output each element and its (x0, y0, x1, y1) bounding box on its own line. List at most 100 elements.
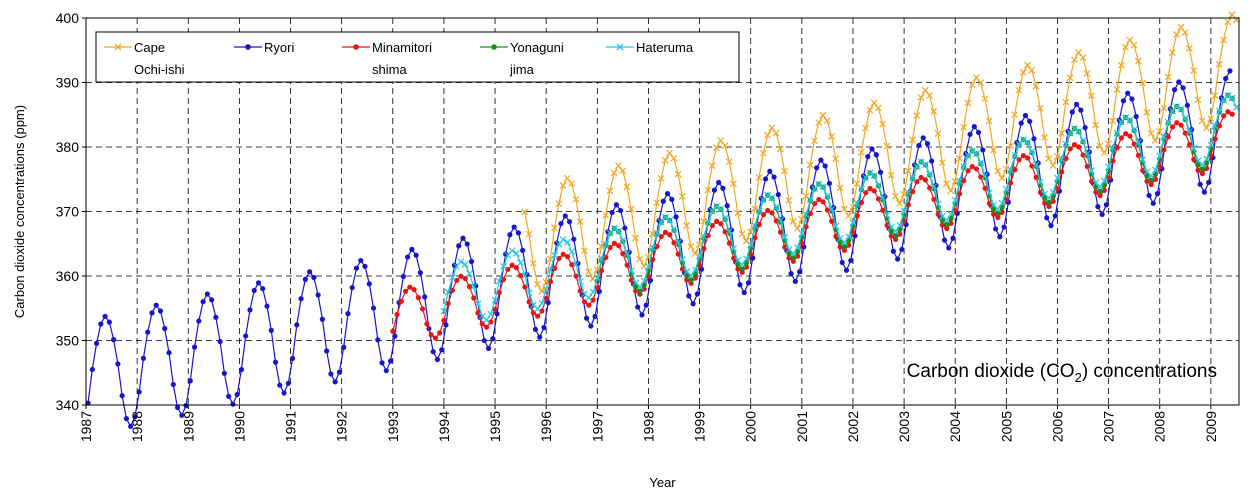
data-point (666, 216, 674, 224)
data-point (662, 229, 669, 235)
data-point (743, 264, 750, 270)
series-hateruma (440, 91, 1240, 324)
data-point (471, 295, 477, 301)
data-point (975, 129, 982, 136)
data-point (888, 233, 894, 239)
data-point (971, 124, 977, 130)
data-point (1046, 199, 1052, 205)
data-point (951, 196, 959, 204)
data-point (576, 218, 584, 225)
legend-item: Minamitori shima (342, 40, 432, 77)
data-point (841, 247, 848, 253)
data-point (792, 278, 798, 285)
data-point (445, 300, 451, 307)
data-point (589, 288, 597, 296)
y-axis-title: Carbon dioxide concentrations (ppm) (12, 105, 27, 318)
data-point (718, 221, 724, 227)
data-point (432, 335, 438, 341)
data-point (277, 382, 283, 388)
data-point (370, 305, 377, 311)
data-point (764, 191, 772, 199)
data-point (1203, 124, 1210, 132)
data-point (751, 222, 759, 230)
data-point (1015, 86, 1023, 94)
data-point (174, 404, 181, 411)
data-point (616, 243, 622, 249)
data-point (115, 361, 121, 367)
data-point (640, 277, 648, 285)
data-point (690, 301, 696, 307)
data-point (1007, 166, 1015, 174)
data-point (1190, 67, 1198, 75)
data-point (985, 117, 993, 125)
data-point (862, 124, 870, 132)
data-point (819, 183, 827, 191)
data-point (858, 185, 865, 193)
data-point (1154, 191, 1161, 197)
data-point (534, 280, 541, 288)
y-tick-label: 350 (56, 333, 80, 349)
data-point (1176, 79, 1182, 85)
data-point (594, 284, 600, 291)
data-point (1195, 167, 1201, 173)
data-point (398, 298, 404, 304)
data-point (568, 179, 575, 187)
data-point (413, 252, 419, 258)
data-point (789, 249, 797, 257)
data-point (417, 270, 423, 276)
legend: Cape Ochi-ishi Ryori Minamitori shima Yonagun… (95, 31, 740, 83)
data-point (415, 295, 421, 301)
data-point (751, 205, 759, 213)
data-point (1164, 73, 1172, 81)
data-point (566, 219, 573, 225)
data-point (149, 310, 155, 316)
data-point (1025, 155, 1031, 161)
data-point (696, 252, 703, 260)
data-point (511, 224, 517, 230)
data-point (560, 251, 566, 257)
data-point (993, 226, 999, 232)
data-point (1125, 90, 1131, 96)
data-point (883, 142, 891, 150)
data-point (1042, 200, 1048, 206)
data-point (573, 273, 579, 279)
y-tick-labels: 340 350 360 370 380 390 400 (56, 10, 86, 413)
data-point (1225, 109, 1231, 115)
data-point (704, 218, 712, 226)
data-point (1130, 41, 1138, 49)
data-point (717, 137, 725, 144)
x-tick-label: 1996 (538, 411, 554, 442)
data-point (688, 277, 694, 283)
data-point (1168, 49, 1176, 57)
data-point (892, 227, 899, 235)
data-point (745, 280, 752, 286)
data-point (332, 379, 338, 385)
data-point (675, 251, 681, 257)
data-point (777, 229, 784, 235)
data-point (871, 188, 877, 194)
data-point (592, 313, 598, 319)
data-point (1198, 117, 1206, 125)
data-point (1050, 198, 1056, 204)
data-point (1069, 109, 1075, 115)
data-point (1229, 111, 1235, 117)
data-point (179, 412, 185, 418)
data-point (93, 340, 100, 346)
data-point (781, 233, 789, 241)
data-point (1073, 101, 1080, 107)
data-point (234, 391, 240, 398)
data-point (722, 229, 728, 235)
data-point (602, 211, 610, 219)
data-point (492, 306, 498, 312)
data-point (725, 158, 733, 166)
data-point (969, 163, 975, 170)
data-point (904, 188, 912, 196)
data-point (289, 355, 296, 362)
data-point (517, 259, 525, 267)
data-point (623, 183, 631, 191)
data-point (829, 218, 835, 224)
data-point (823, 192, 831, 200)
data-point (576, 278, 584, 286)
data-point (839, 259, 845, 266)
data-point (921, 86, 929, 94)
